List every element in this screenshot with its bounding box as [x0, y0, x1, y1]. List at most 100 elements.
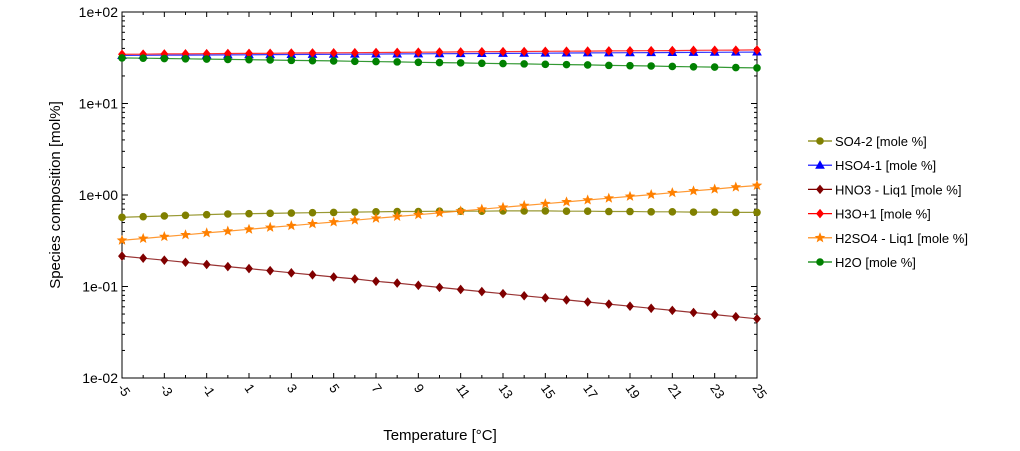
data-point: [118, 251, 126, 261]
data-point: [604, 299, 613, 309]
data-point: [328, 216, 340, 227]
data-point: [307, 218, 318, 229]
data-point: [668, 45, 677, 56]
data-point: [583, 46, 592, 56]
x-tick-label: -1: [199, 381, 218, 399]
x-tick-label: 9: [411, 381, 427, 396]
data-point: [753, 45, 761, 55]
data-point: [350, 274, 359, 284]
data-point: [666, 187, 678, 198]
data-point: [435, 58, 444, 67]
data-point: [393, 47, 402, 58]
data-point: [372, 47, 380, 58]
legend-marker: [814, 232, 826, 243]
data-point: [266, 209, 274, 218]
data-point: [455, 205, 467, 216]
legend-item: H2SO4 - Liq1 [mole %]: [808, 231, 968, 246]
data-point: [730, 181, 742, 192]
data-point: [393, 58, 401, 66]
data-point: [731, 311, 740, 322]
data-point: [562, 60, 571, 69]
data-point: [351, 208, 359, 216]
series-3: [118, 45, 761, 60]
data-point: [710, 208, 719, 216]
data-point: [245, 263, 253, 274]
legend-item: H2O [mole %]: [808, 255, 916, 270]
data-point: [710, 309, 719, 320]
y-tick-label: 1e+02: [79, 4, 119, 20]
data-point: [562, 46, 571, 56]
data-point: [624, 190, 636, 201]
legend-item: H3O+1 [mole %]: [808, 207, 931, 222]
x-tick-label: 23: [707, 381, 728, 401]
y-axis-label: Species composition [mol%]: [47, 101, 64, 289]
x-tick-label: 5: [326, 381, 342, 396]
data-point: [222, 225, 234, 236]
data-point: [308, 208, 317, 217]
x-tick-label: 15: [538, 381, 559, 401]
data-point: [668, 305, 677, 316]
data-point: [520, 60, 528, 68]
legend-label: H3O+1 [mole %]: [835, 207, 931, 222]
data-point: [541, 46, 550, 57]
data-point: [499, 288, 507, 299]
data-point: [243, 223, 255, 234]
data-point: [626, 45, 634, 56]
data-point: [583, 297, 592, 307]
data-point: [391, 210, 403, 222]
data-point: [539, 198, 551, 209]
x-tick-label: -3: [157, 381, 176, 399]
legend-item: HNO3 - Liq1 [mole %]: [808, 182, 961, 197]
data-point: [180, 229, 191, 240]
data-point: [414, 47, 423, 57]
x-tick-label: 19: [623, 381, 644, 401]
y-tick-label: 1e-02: [82, 370, 118, 386]
data-point: [647, 208, 655, 216]
data-point: [753, 208, 761, 217]
data-point: [497, 201, 509, 212]
data-point: [287, 268, 296, 278]
data-point: [329, 57, 338, 65]
data-point: [668, 62, 677, 71]
data-point: [541, 293, 550, 303]
data-point: [603, 192, 615, 203]
x-tick-label: 1: [242, 381, 258, 396]
data-point: [224, 210, 232, 218]
data-point: [689, 45, 698, 56]
data-point: [139, 54, 147, 62]
series-group: [116, 45, 763, 324]
x-tick-label: 11: [453, 381, 473, 401]
data-point: [181, 257, 190, 268]
x-tick-label: 7: [369, 381, 385, 396]
data-point: [605, 61, 613, 70]
data-point: [561, 196, 572, 207]
legend-label: SO4-2 [mole %]: [835, 134, 927, 149]
data-point: [223, 261, 232, 272]
axes: -5 -3 -1 1 3 5 7 9 11 13 15 17 19 21 23 251e-021e-011e+…: [79, 4, 770, 402]
data-point: [137, 232, 149, 244]
data-point: [710, 63, 719, 71]
data-point: [541, 207, 550, 215]
data-point: [518, 199, 530, 211]
data-point: [264, 221, 276, 232]
data-point: [181, 211, 190, 220]
data-point: [329, 48, 338, 58]
data-point: [202, 259, 211, 270]
x-tick-label: 13: [496, 381, 517, 401]
series-4: [116, 179, 763, 245]
data-point: [116, 234, 128, 245]
x-tick-label: 17: [580, 381, 601, 401]
data-point: [329, 272, 338, 282]
data-point: [626, 61, 634, 70]
data-point: [520, 290, 529, 301]
data-point: [562, 207, 571, 216]
data-point: [372, 276, 380, 287]
data-point: [605, 207, 613, 216]
data-point: [160, 54, 169, 63]
plot-frame: [121, 11, 758, 379]
data-point: [160, 255, 169, 265]
y-tick-label: 1e+01: [79, 96, 119, 112]
x-tick-label: 25: [750, 381, 771, 401]
legend: SO4-2 [mole %] HSO4-1 [mole %] HNO3 - Liq1…: [808, 134, 968, 270]
data-point: [308, 270, 317, 280]
